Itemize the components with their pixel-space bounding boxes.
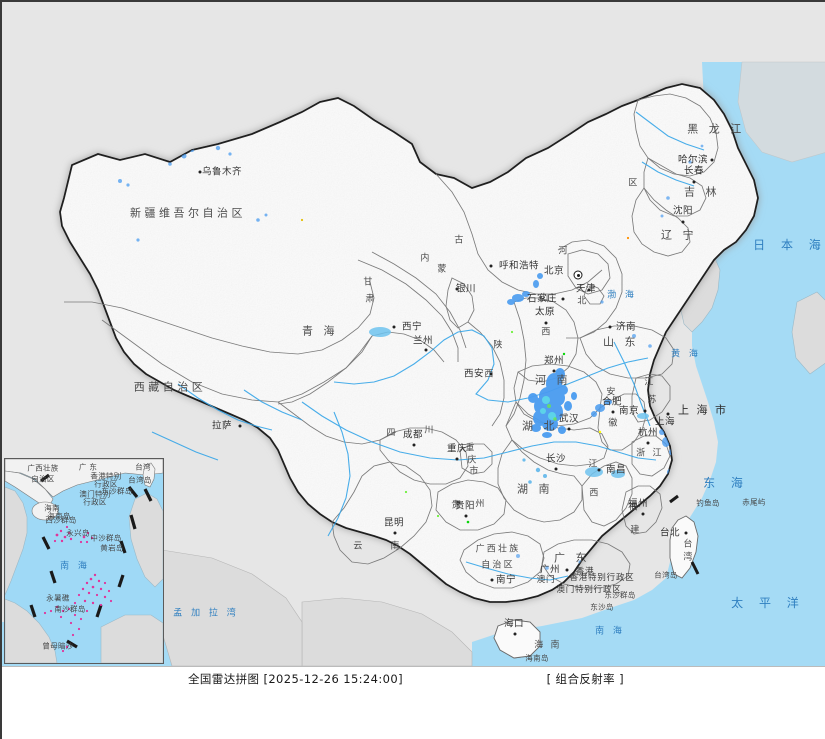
city-dot-16: [611, 410, 615, 414]
city-dot-24: [412, 443, 416, 447]
city-dot-4: [455, 287, 459, 291]
city-dot-17: [643, 409, 647, 413]
rivers-layer: [151, 111, 705, 581]
city-dot-19: [646, 441, 650, 445]
legend-product-label: [ 组合反射率 ]: [546, 672, 624, 686]
city-dot-25: [455, 457, 459, 461]
city-dot-0: [198, 170, 202, 174]
inset-nine-dash-line: [29, 473, 153, 649]
capital-marker-beijing: [573, 270, 583, 280]
city-dot-5: [489, 264, 493, 268]
city-dot-26: [464, 514, 468, 518]
city-dot-12: [544, 321, 548, 325]
city-dot-20: [567, 427, 571, 431]
legend-header: 全国雷达拼图 [2025-12-26 15:24:00] [ 组合反射率 ]: [188, 671, 624, 687]
china-radar-map-svg: [2, 2, 825, 666]
legend-panel: 全国雷达拼图 [2025-12-26 15:24:00] [ 组合反射率 ] d…: [2, 666, 825, 739]
inset-svg: [5, 459, 163, 663]
city-dot-14: [552, 369, 556, 373]
inset-island-dots: [43, 525, 113, 653]
city-dot-29: [565, 568, 569, 572]
city-dot-11: [561, 297, 565, 301]
hainan-island: [493, 619, 541, 659]
city-dot-10: [587, 288, 591, 292]
city-dot-27: [393, 531, 397, 535]
legend-title: 全国雷达拼图 [2025-12-26 15:24:00]: [188, 672, 403, 686]
echo-cluster-shanxi: [507, 273, 543, 305]
taiwan-island: [669, 515, 699, 579]
city-dot-22: [597, 468, 601, 472]
city-dot-8: [681, 220, 685, 224]
city-dot-1: [238, 424, 242, 428]
city-dot-30: [513, 632, 517, 636]
city-dot-13: [608, 325, 612, 329]
city-dot-2: [392, 325, 396, 329]
city-dot-15: [489, 372, 493, 376]
province-boundaries: [64, 93, 719, 659]
city-dot-21: [554, 467, 558, 471]
echo-speckle-misc: [300, 218, 630, 524]
city-dot-3: [424, 348, 428, 352]
city-dot-23: [641, 512, 645, 516]
city-dot-18: [666, 412, 670, 416]
city-dot-31: [684, 531, 688, 535]
south-china-sea-inset[interactable]: 广西壮族 自治区广 东香港特别 行政区 澳门特别 行政区 台湾 台湾岛 东沙群岛 海南 海南岛 中沙…: [4, 458, 164, 664]
city-dot-28: [490, 578, 494, 582]
city-dot-7: [692, 180, 696, 184]
nine-dash-line: [669, 494, 700, 575]
city-dot-6: [710, 158, 714, 162]
